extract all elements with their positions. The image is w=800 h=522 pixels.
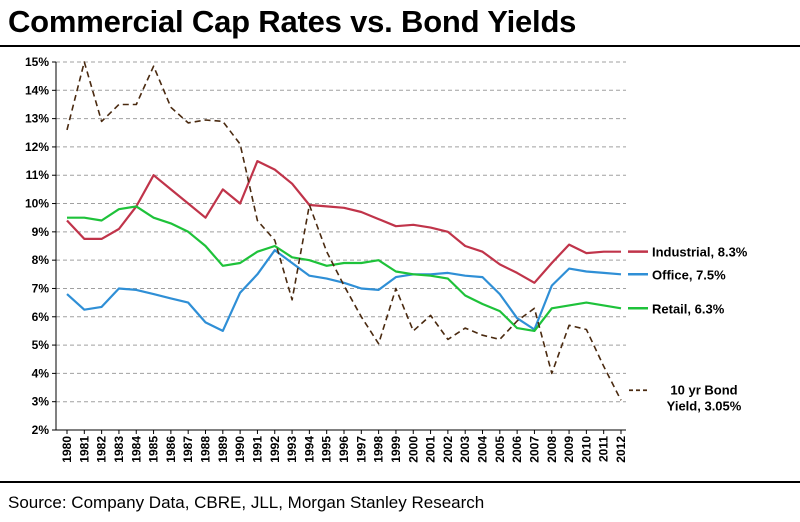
y-axis-ticks: 2% 3% 4% 5% 6% 7% 8% 9% 10% 11% 12% 13% 14% 15%	[25, 55, 56, 437]
legend: Industrial, 8.3% Office, 7.5% Retail, 6.3%…	[628, 245, 748, 413]
series-line-0	[66, 160, 621, 284]
x-tick-label: 1986	[164, 436, 178, 463]
x-tick-label: 1994	[302, 436, 316, 463]
y-tick-label: 4%	[32, 366, 50, 380]
x-tick-label: 2008	[545, 436, 559, 463]
x-tick-label: 2002	[441, 436, 455, 463]
source-divider	[0, 481, 800, 483]
series-line-2	[67, 205, 622, 332]
x-tick-label: 1992	[268, 436, 282, 463]
x-axis-ticks: 1980 1981 1982 1983 1984 1985 1986 1987 1988 1989…	[60, 430, 628, 463]
x-tick-label: 1980	[60, 436, 74, 463]
y-tick-label: 5%	[32, 338, 50, 352]
x-tick-label: 2005	[493, 436, 507, 463]
x-tick-label: 2000	[406, 436, 420, 463]
x-tick-label: 1999	[389, 436, 403, 463]
x-tick-label: 2001	[424, 436, 438, 463]
y-tick-label: 7%	[32, 281, 50, 295]
y-tick-label: 13%	[25, 112, 49, 126]
x-tick-label: 2012	[614, 436, 628, 463]
y-tick-label: 3%	[32, 395, 50, 409]
x-tick-label: 1995	[320, 436, 334, 463]
y-tick-label: 12%	[25, 140, 49, 154]
x-tick-label: 2009	[562, 436, 576, 463]
x-tick-label: 1984	[129, 436, 143, 463]
y-tick-label: 11%	[26, 168, 50, 182]
x-tick-label: 2006	[510, 436, 524, 463]
x-tick-label: 2007	[527, 436, 541, 463]
x-tick-label: 1983	[112, 436, 126, 463]
y-tick-label: 15%	[25, 55, 49, 69]
x-tick-label: 1998	[372, 436, 386, 463]
y-tick-label: 10%	[25, 197, 49, 211]
x-tick-label: 1997	[354, 436, 368, 463]
x-tick-label: 1993	[285, 436, 299, 463]
x-tick-label: 1987	[181, 436, 195, 463]
legend-label-2: Retail, 6.3%	[652, 301, 725, 316]
gridlines	[56, 61, 626, 403]
y-tick-label: 8%	[32, 253, 50, 267]
x-tick-label: 1996	[337, 436, 351, 463]
x-tick-label: 1985	[147, 436, 161, 463]
chart-title: Commercial Cap Rates vs. Bond Yields	[8, 4, 577, 39]
y-tick-label: 14%	[25, 83, 49, 97]
x-tick-label: 1982	[95, 436, 109, 463]
source-note: Source: Company Data, CBRE, JLL, Morgan …	[8, 493, 485, 512]
series-lines	[66, 61, 622, 401]
y-tick-label: 6%	[32, 310, 50, 324]
y-tick-label: 9%	[32, 225, 50, 239]
x-tick-label: 2010	[579, 436, 593, 463]
line-chart: 2%3%4%5%6%7%8%9%10%11%12%13%14%15% 1980 1…	[25, 55, 748, 463]
x-tick-label: 2011	[597, 436, 611, 462]
x-tick-label: 1991	[250, 436, 264, 463]
legend-label-1: Office, 7.5%	[652, 267, 726, 282]
y-tick-label: 2%	[32, 423, 50, 437]
legend-label-0: Industrial, 8.3%	[652, 245, 748, 260]
title-divider	[0, 45, 800, 47]
x-tick-label: 2003	[458, 436, 472, 463]
x-tick-label: 2004	[476, 436, 490, 463]
x-tick-label: 1981	[77, 436, 91, 463]
x-tick-label: 1990	[233, 436, 247, 463]
axes	[55, 62, 626, 431]
x-tick-label: 1988	[199, 436, 213, 463]
series-line-1	[66, 249, 622, 332]
series-line-3	[66, 61, 622, 401]
legend-label-3: Yield, 3.05%	[667, 398, 742, 413]
legend-label-3: 10 yr Bond	[670, 382, 737, 397]
x-tick-label: 1989	[216, 436, 230, 463]
